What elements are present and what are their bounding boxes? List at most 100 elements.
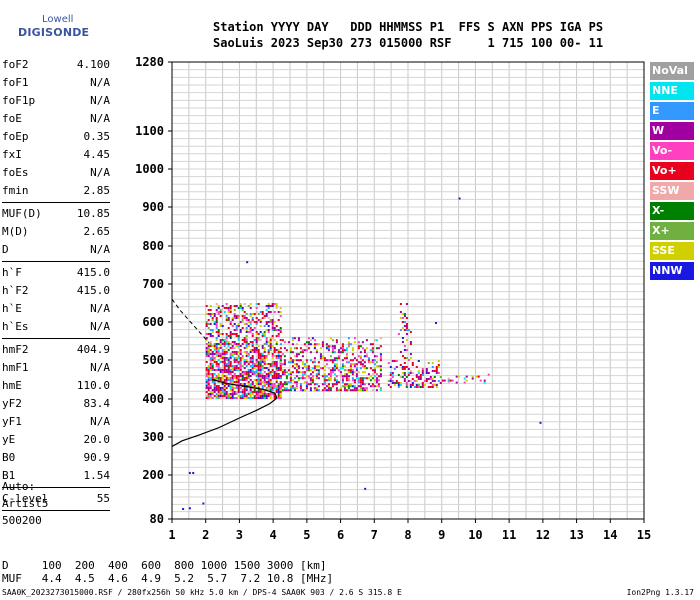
echo-pixel — [355, 369, 358, 372]
echo-pixel — [431, 386, 434, 388]
echo-pixel — [249, 395, 252, 397]
echo-pixel — [243, 317, 246, 319]
echo-pixel — [209, 387, 212, 389]
echo-pixel — [247, 355, 250, 357]
echo-pixel — [323, 359, 326, 362]
echo-pixel — [247, 321, 250, 323]
echo-pixel — [249, 389, 252, 391]
echo-pixel — [217, 329, 220, 331]
echo-pixel — [319, 357, 322, 360]
echo-pixel — [293, 355, 296, 358]
echo-pixel — [305, 365, 308, 368]
logo-line-lowell: Lowell — [42, 14, 74, 25]
echo-pixel — [209, 397, 212, 399]
echo-pixel — [331, 385, 334, 388]
echo-pixel — [363, 387, 366, 390]
echo-pixel — [405, 323, 408, 325]
param-name: h`E — [2, 302, 22, 315]
echo-pixel — [311, 371, 314, 374]
echo-pixel — [255, 341, 258, 343]
echo-pixel — [257, 337, 260, 339]
echo-pixel — [233, 347, 236, 349]
echo-pixel — [245, 393, 248, 395]
echo-pixel — [417, 372, 420, 374]
echo-pixel — [271, 319, 274, 321]
echo-pixel — [435, 366, 438, 368]
echo-pixel — [257, 393, 260, 395]
echo-pixel — [353, 385, 356, 388]
echo-pixel — [367, 373, 370, 376]
echo-pixel — [249, 379, 252, 381]
echo-pixel — [349, 363, 352, 366]
echo-pixel — [307, 369, 310, 372]
echo-pixel — [251, 391, 254, 393]
echo-pixel — [263, 349, 266, 351]
echo-pixel — [249, 361, 252, 363]
echo-pixel — [207, 333, 210, 335]
echo-pixel — [307, 343, 310, 346]
echo-pixel — [279, 389, 282, 391]
echo-pixel — [275, 329, 278, 331]
echo-pixel — [257, 345, 260, 347]
echo-pixel — [267, 379, 270, 381]
echo-pixel — [257, 363, 260, 365]
echo-pixel — [419, 376, 422, 378]
echo-pixel — [335, 367, 338, 370]
echo-pixel — [303, 349, 306, 352]
echo-pixel — [219, 343, 222, 345]
echo-pixel — [319, 347, 322, 350]
y-tick-label: 700 — [142, 277, 164, 291]
echo-pixel — [359, 377, 362, 380]
echo-pixel — [311, 381, 314, 384]
echo-pixel — [281, 385, 284, 388]
echo-pixel — [233, 341, 236, 343]
echo-pixel — [211, 365, 214, 367]
echo-pixel — [257, 389, 260, 391]
x-tick-label: 8 — [404, 528, 411, 542]
echo-pixel — [389, 378, 392, 380]
echo-pixel — [205, 361, 208, 363]
echo-pixel — [213, 377, 216, 379]
echo-pixel — [205, 305, 208, 307]
echo-pixel — [259, 389, 262, 391]
echo-pixel — [219, 315, 222, 317]
echo-pixel — [349, 369, 352, 372]
echo-pixel — [347, 375, 350, 378]
echo-pixel — [373, 359, 376, 362]
echo-pixel — [205, 375, 208, 377]
echo-pixel — [209, 333, 212, 335]
echo-pixel — [363, 365, 366, 368]
echo-pixel — [371, 369, 374, 372]
echo-pixel — [279, 359, 282, 362]
echo-pixel — [303, 365, 306, 368]
echo-pixel — [263, 331, 266, 333]
echo-pixel — [245, 345, 248, 347]
echo-pixel — [279, 311, 282, 313]
echo-pixel — [465, 375, 468, 378]
echo-pixel — [207, 395, 210, 397]
echo-pixel — [283, 369, 286, 372]
echo-pixel — [397, 384, 400, 386]
echo-pixel — [403, 325, 406, 327]
param-name: foE — [2, 112, 22, 125]
echo-pixel — [227, 393, 230, 395]
echo-pixel — [409, 343, 412, 345]
echo-pixel — [229, 337, 232, 339]
echo-pixel — [241, 371, 244, 373]
echo-pixel — [275, 377, 278, 379]
param-separator — [2, 338, 110, 339]
echo-pixel — [391, 360, 394, 362]
echo-pixel — [375, 385, 378, 388]
echo-pixel — [405, 327, 408, 329]
legend-item-vo-: Vo- — [650, 142, 694, 160]
echo-pixel — [219, 391, 222, 393]
echo-pixel — [333, 367, 336, 370]
echo-pixel — [361, 377, 364, 380]
echo-pixel — [217, 351, 220, 353]
echo-pixel — [241, 321, 244, 323]
echo-pixel — [313, 369, 316, 372]
echo-pixel — [399, 376, 402, 378]
echo-pixel — [265, 341, 268, 343]
echo-pixel — [223, 355, 226, 357]
echo-pixel — [249, 329, 252, 331]
